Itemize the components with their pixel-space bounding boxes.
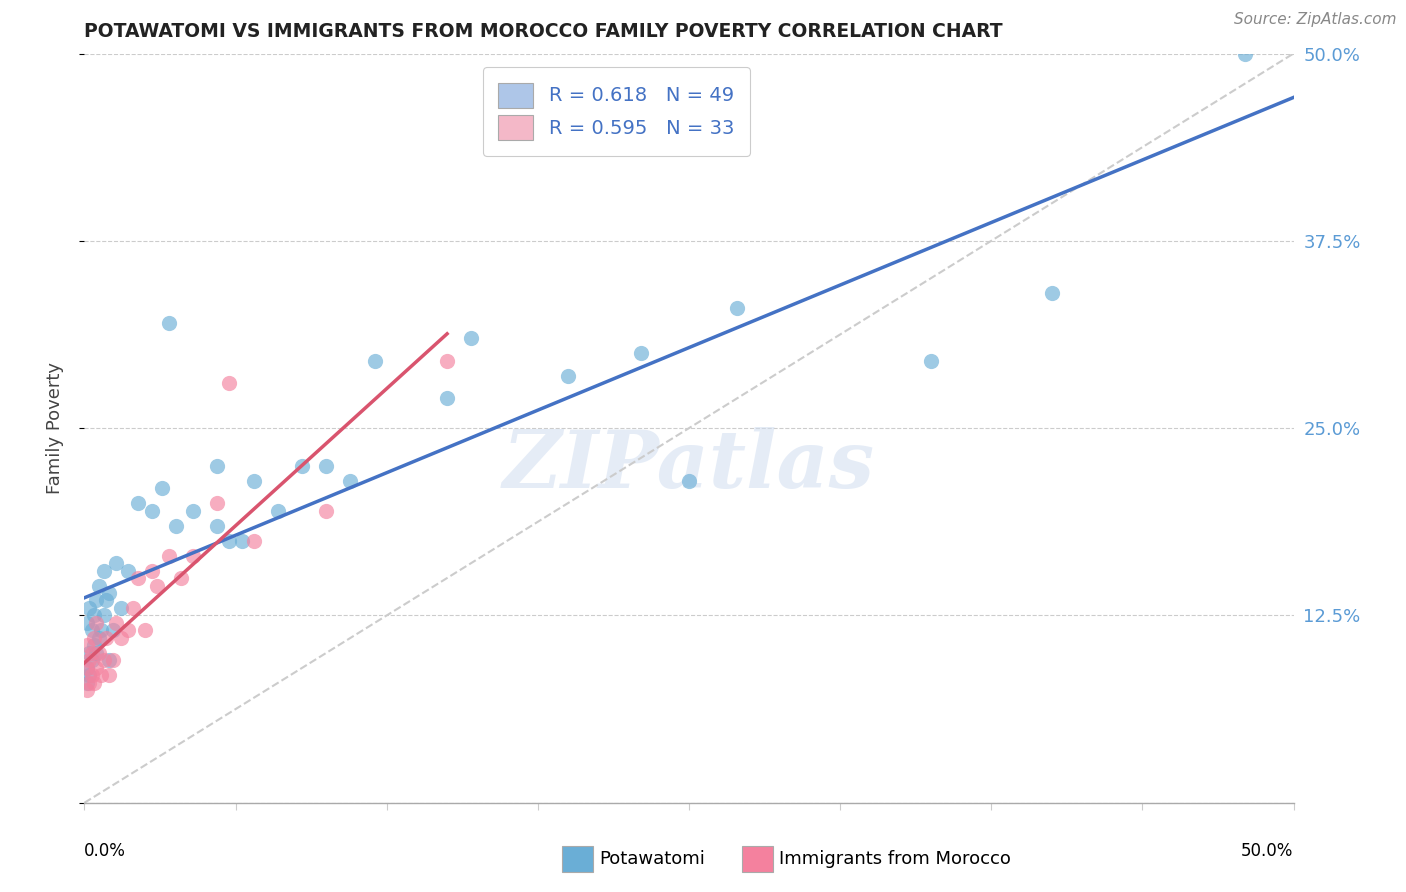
Text: 50.0%: 50.0% — [1241, 842, 1294, 860]
Point — [77, 646, 100, 660]
Point — [86, 646, 108, 660]
Point — [242, 474, 264, 488]
Point — [725, 301, 748, 316]
Point — [460, 331, 482, 345]
Point — [94, 631, 117, 645]
Point — [218, 533, 240, 548]
Point — [134, 624, 156, 638]
Point — [77, 668, 100, 682]
Point — [76, 676, 98, 690]
Point — [87, 578, 110, 592]
Point — [170, 571, 193, 585]
Point — [86, 593, 108, 607]
Point — [291, 458, 314, 473]
Point — [83, 631, 105, 645]
Point — [165, 518, 187, 533]
Point — [678, 474, 700, 488]
Point — [146, 578, 169, 592]
Point — [77, 676, 100, 690]
Point — [76, 615, 98, 630]
Point — [104, 556, 127, 570]
Text: Source: ZipAtlas.com: Source: ZipAtlas.com — [1233, 12, 1396, 27]
Point — [80, 646, 103, 660]
Point — [83, 676, 105, 690]
Text: 0.0%: 0.0% — [84, 842, 127, 860]
Point — [103, 624, 125, 638]
Point — [150, 481, 173, 495]
Point — [436, 353, 458, 368]
Point — [86, 661, 108, 675]
Point — [207, 518, 229, 533]
Point — [104, 615, 127, 630]
Point — [141, 564, 163, 578]
Point — [103, 653, 125, 667]
Point — [141, 503, 163, 517]
Point — [86, 615, 108, 630]
Point — [315, 458, 337, 473]
Point — [207, 496, 229, 510]
Point — [127, 496, 149, 510]
Point — [231, 533, 253, 548]
Point — [94, 593, 117, 607]
Point — [76, 683, 98, 698]
Text: POTAWATOMI VS IMMIGRANTS FROM MOROCCO FAMILY POVERTY CORRELATION CHART: POTAWATOMI VS IMMIGRANTS FROM MOROCCO FA… — [84, 21, 1002, 41]
Point — [339, 474, 361, 488]
Point — [157, 549, 180, 563]
Point — [87, 631, 110, 645]
Point — [97, 586, 120, 600]
Point — [93, 653, 115, 667]
Point — [1234, 46, 1257, 61]
Point — [83, 608, 105, 623]
Point — [117, 564, 139, 578]
Point — [76, 661, 98, 675]
Point — [1040, 286, 1063, 301]
Point — [80, 653, 103, 667]
Point — [87, 646, 110, 660]
Point — [93, 564, 115, 578]
Legend: R = 0.618   N = 49, R = 0.595   N = 33: R = 0.618 N = 49, R = 0.595 N = 33 — [482, 67, 749, 156]
Point — [121, 601, 143, 615]
Point — [110, 601, 132, 615]
Point — [242, 533, 264, 548]
Point — [76, 639, 98, 653]
Text: Potawatomi: Potawatomi — [599, 850, 704, 868]
Point — [117, 624, 139, 638]
Point — [90, 624, 112, 638]
Point — [80, 668, 103, 682]
Point — [181, 503, 204, 517]
Point — [557, 368, 579, 383]
Point — [157, 316, 180, 330]
Text: ZIPatlas: ZIPatlas — [503, 427, 875, 504]
Point — [97, 668, 120, 682]
Point — [315, 503, 337, 517]
Point — [93, 608, 115, 623]
Point — [218, 376, 240, 391]
Point — [363, 353, 385, 368]
Point — [90, 668, 112, 682]
Point — [76, 661, 98, 675]
Point — [436, 391, 458, 405]
Text: Immigrants from Morocco: Immigrants from Morocco — [779, 850, 1011, 868]
Point — [77, 601, 100, 615]
Point — [77, 653, 100, 667]
Y-axis label: Family Poverty: Family Poverty — [45, 362, 63, 494]
Point — [630, 346, 652, 360]
Point — [80, 624, 103, 638]
Point — [127, 571, 149, 585]
Point — [181, 549, 204, 563]
Point — [920, 353, 942, 368]
Point — [267, 503, 290, 517]
Point — [207, 458, 229, 473]
Point — [83, 639, 105, 653]
Point — [97, 653, 120, 667]
Point — [110, 631, 132, 645]
